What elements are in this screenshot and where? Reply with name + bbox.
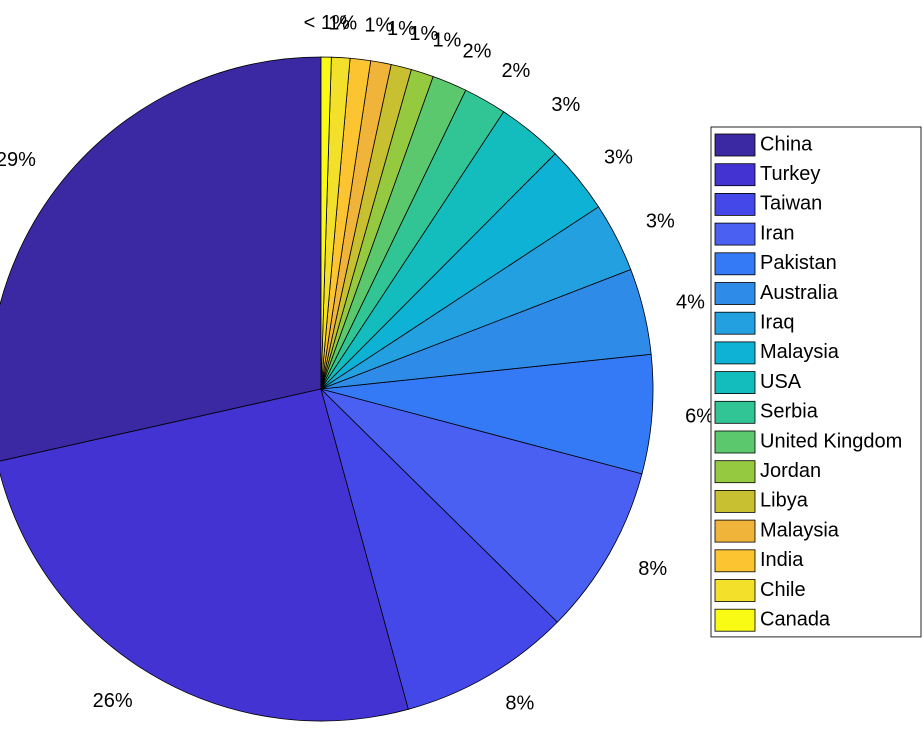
legend-label: Libya (760, 490, 809, 512)
legend-swatch (714, 252, 756, 276)
legend-label: Canada (760, 608, 831, 630)
slice-label: 8% (638, 558, 667, 580)
legend-label: Malaysia (760, 341, 840, 363)
slice-label: 2% (462, 41, 491, 63)
legend-swatch (714, 133, 756, 157)
slice-label: 4% (676, 292, 705, 314)
slice-label: 3% (551, 94, 580, 116)
pie-slice (0, 388, 409, 722)
slice-label: 3% (604, 146, 633, 168)
legend-label: Pakistan (760, 252, 837, 274)
legend-label: Serbia (760, 401, 819, 423)
slice-label: 1% (364, 15, 393, 37)
legend-swatch (714, 519, 756, 543)
legend-label: Jordan (760, 460, 821, 482)
legend-label: USA (760, 371, 802, 393)
legend-label: Iraq (760, 311, 794, 333)
slice-label: 2% (501, 60, 530, 82)
legend-label: Malaysia (760, 519, 840, 541)
slice-label: 26% (93, 690, 133, 712)
slice-label: 8% (505, 692, 534, 714)
legend-label: Taiwan (760, 193, 822, 215)
pie-slice (0, 56, 322, 462)
legend-swatch (714, 430, 756, 454)
slice-label: 1% (432, 29, 461, 51)
legend-swatch (714, 341, 756, 365)
slice-label: 1% (328, 13, 357, 35)
legend-label: Chile (760, 579, 806, 601)
legend-swatch (714, 400, 756, 424)
pie-slice (319, 388, 643, 623)
legend-swatch (714, 163, 756, 187)
legend-label: Iran (760, 222, 794, 244)
legend-swatch (714, 549, 756, 573)
legend-label: United Kingdom (760, 430, 902, 452)
legend-swatch (714, 460, 756, 484)
legend-swatch (714, 311, 756, 335)
legend-swatch (714, 222, 756, 246)
slice-label: 3% (646, 210, 675, 232)
legend-label: Turkey (760, 163, 820, 185)
pie-slice (320, 387, 558, 710)
legend-swatch (714, 371, 756, 395)
slice-label: 1% (387, 18, 416, 40)
legend-swatch (714, 489, 756, 513)
legend-swatch (714, 282, 756, 305)
legend-swatch (714, 608, 756, 632)
slice-label: 1% (409, 23, 438, 45)
legend-swatch (714, 579, 756, 602)
slice-label: 29% (0, 149, 36, 171)
pie-slice (320, 56, 332, 390)
legend-swatch (714, 192, 756, 216)
legend-label: Australia (760, 282, 839, 304)
legend-label: India (760, 549, 804, 571)
slice-label: 6% (685, 405, 714, 427)
legend-label: China (760, 133, 813, 155)
slice-label: < 1% (304, 12, 350, 34)
